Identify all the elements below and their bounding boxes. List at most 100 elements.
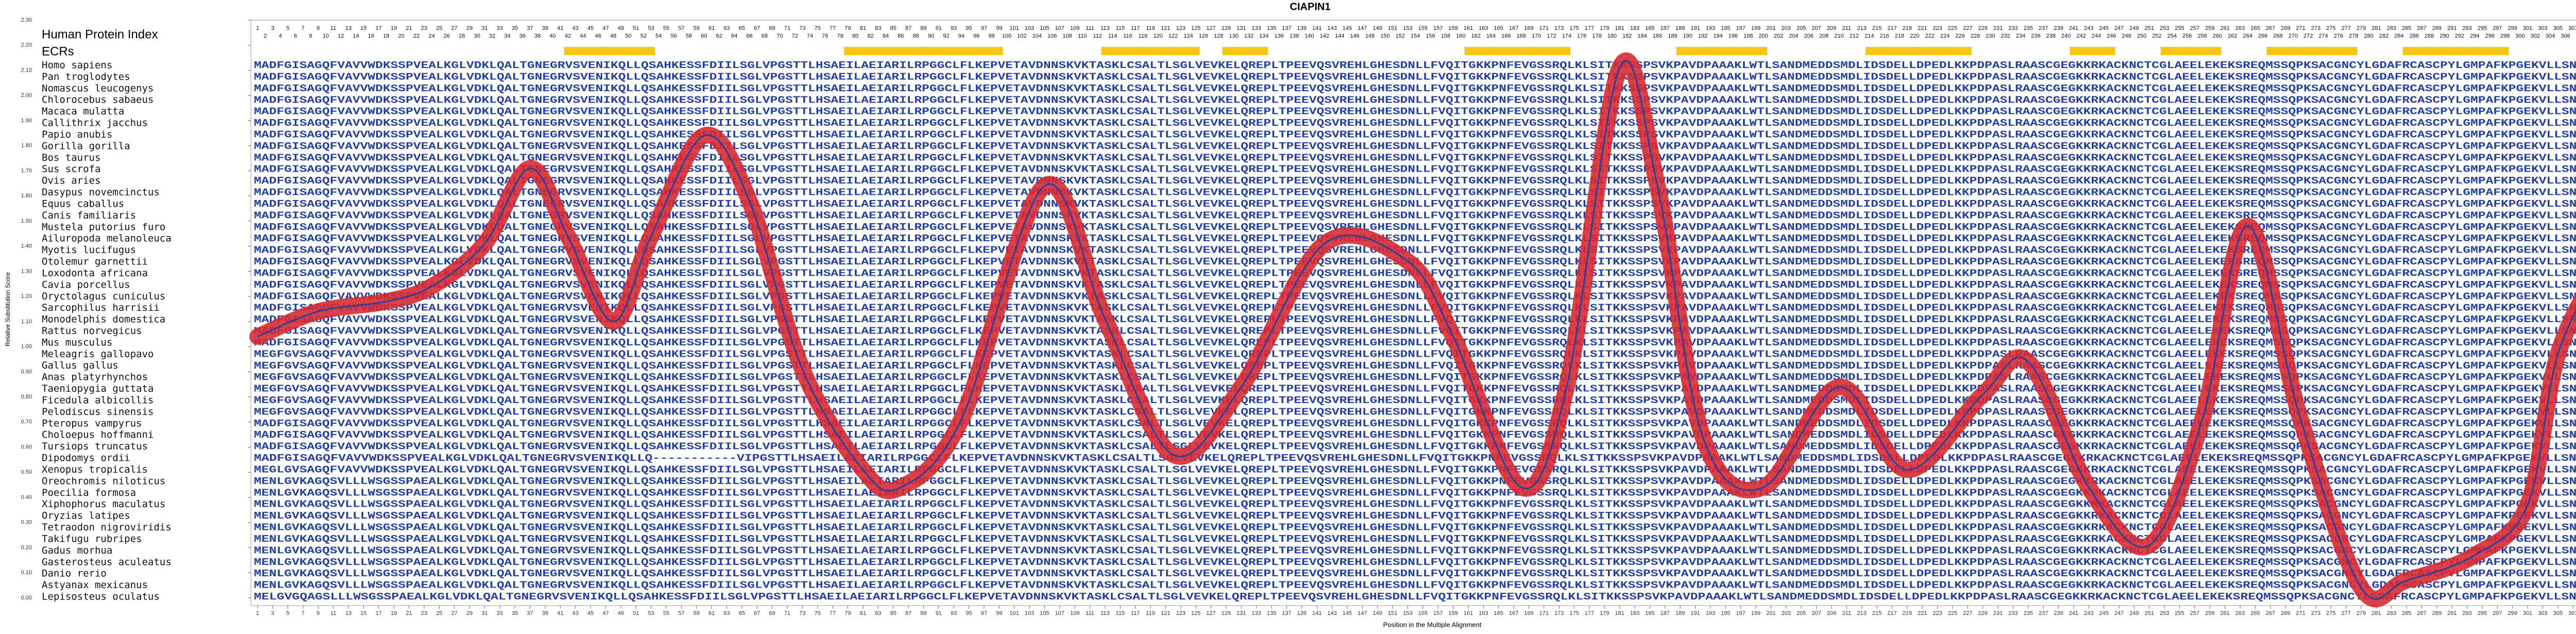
human-index-label: 271 — [2296, 25, 2305, 31]
x-tick-label: 261 — [2220, 610, 2229, 616]
species-name: Tursiops truncatus — [42, 441, 148, 452]
sequence: MEGFGVSAGQFVAVVWDKSSPVEALKGLVDKLQALTGNEG… — [254, 383, 2576, 395]
species-name: Myotis lucifugus — [42, 244, 136, 256]
x-tick-label: 143 — [1327, 610, 1336, 616]
x-tick-label: 175 — [1569, 610, 1579, 616]
sequence: MADFGISAGQFVAVVWDKSSPVEALKGLVDKLQALTGNEG… — [254, 222, 2576, 233]
x-tick-label: 239 — [2054, 610, 2063, 616]
human-index-label: 206 — [1804, 33, 1814, 39]
x-tick-label: 219 — [1903, 610, 1912, 616]
species-name: Bos taurus — [42, 152, 100, 163]
human-index-label: 117 — [1131, 25, 1140, 31]
human-index-label: 281 — [2371, 25, 2381, 31]
human-index-label: 41 — [557, 25, 563, 31]
sequence: MADFGISAGQFVAVVWDKSSPVEALKGLVDKLQALTGNEG… — [254, 187, 2576, 198]
human-index-label: 259 — [2205, 25, 2214, 31]
human-index-label: 194 — [1713, 33, 1722, 39]
human-index-label: 254 — [2167, 33, 2177, 39]
sequence: MENLGVKAGQSVLLLWSGSSPAEALKGLVDKLQALTGNEG… — [254, 568, 2576, 579]
human-index-label: 139 — [1297, 25, 1307, 31]
human-index-label: 207 — [1811, 25, 1821, 31]
human-index-label: 282 — [2379, 33, 2388, 39]
human-index-label: 255 — [2175, 25, 2184, 31]
x-tick-label: 195 — [1721, 610, 1730, 616]
human-index-label: 84 — [883, 33, 889, 39]
human-index-label: 147 — [1358, 25, 1367, 31]
sequence: MEGFGVSAGQFVAVVWDKSSPVEALKGLVDKLQALTGNEG… — [254, 348, 2576, 360]
human-index-label: 80 — [852, 33, 858, 39]
x-tick-label: 67 — [754, 610, 760, 616]
x-tick-label: 217 — [1887, 610, 1896, 616]
human-index-label: 1 — [256, 25, 259, 31]
sequence: MADFGISAGQFVAVVWDKSSPVEALKGLVDKLQALTGNEG… — [254, 337, 2576, 348]
human-index-label: 16 — [368, 33, 374, 39]
species-name: Gorilla gorilla — [42, 140, 130, 152]
human-index-label: 217 — [1887, 25, 1896, 31]
x-tick-label: 99 — [996, 610, 1002, 616]
y-tick-label: 0.10 — [21, 570, 32, 576]
sequence: MADFGISAGQFVAVVWDKSSPVEALKGLVDKLQALTGNEG… — [254, 60, 2576, 71]
human-index-label: 236 — [2031, 33, 2040, 39]
ecr-bar — [2070, 47, 2115, 55]
x-tick-label: 9 — [316, 610, 319, 616]
human-index-label: 132 — [1244, 33, 1253, 39]
human-index-label: 53 — [648, 25, 654, 31]
human-index-label: 104 — [1032, 33, 1042, 39]
chart-title: CIAPIN1 — [1290, 1, 1331, 12]
human-index-label: 2 — [264, 33, 267, 39]
sequence: MADFGISAGQFVAVVWDKSSPVEALKGLVDKLQALTGNEG… — [254, 233, 2576, 244]
x-tick-label: 273 — [2311, 610, 2320, 616]
x-tick-label: 233 — [2008, 610, 2018, 616]
human-index-label: 164 — [1486, 33, 1496, 39]
human-index-label: 138 — [1290, 33, 1299, 39]
human-index-label: 187 — [1660, 25, 1670, 31]
human-index-label: 22 — [413, 33, 419, 39]
y-tick-label: 2.30 — [21, 17, 32, 23]
x-tick-label: 305 — [2553, 610, 2563, 616]
human-index-label: 209 — [1827, 25, 1836, 31]
x-tick-label: 133 — [1252, 610, 1261, 616]
x-tick-label: 203 — [1782, 610, 1791, 616]
species-name: Dasypus novemcinctus — [42, 187, 160, 198]
human-index-label: 169 — [1524, 25, 1533, 31]
human-index-label: 266 — [2258, 33, 2267, 39]
ecr-bar — [564, 47, 655, 55]
x-tick-label: 245 — [2099, 610, 2108, 616]
human-index-label: 156 — [1426, 33, 1435, 39]
human-index-label: 99 — [996, 25, 1002, 31]
x-tick-label: 243 — [2084, 610, 2093, 616]
x-tick-label: 171 — [1539, 610, 1549, 616]
human-index-label: 130 — [1229, 33, 1238, 39]
y-tick-label: 0.30 — [21, 520, 32, 526]
human-index-label: 32 — [489, 33, 495, 39]
human-index-label: 226 — [1955, 33, 1964, 39]
human-index-label: 276 — [2334, 33, 2343, 39]
human-index-label: 95 — [965, 25, 972, 31]
x-tick-label: 49 — [618, 610, 624, 616]
human-index-label: 154 — [1411, 33, 1420, 39]
human-index-label: 170 — [1532, 33, 1541, 39]
x-tick-label: 125 — [1191, 610, 1200, 616]
sequence: MENLGVKAGQSVLLLWSGSSPAEALKGLVDKLQALTGNEG… — [254, 522, 2576, 533]
species-name: Pelodiscus sinensis — [42, 406, 154, 418]
y-tick-label: 0.60 — [21, 444, 32, 450]
human-index-label: 72 — [792, 33, 798, 39]
human-index-label: 114 — [1108, 33, 1117, 39]
human-index-label: 66 — [747, 33, 753, 39]
human-index-label: 76 — [822, 33, 828, 39]
species-name: Macaca mulatta — [42, 106, 124, 117]
y-tick-label: 0.20 — [21, 544, 32, 550]
human-index-label: 109 — [1070, 25, 1079, 31]
human-index-label: 291 — [2447, 25, 2456, 31]
human-index-label: 171 — [1539, 25, 1549, 31]
human-index-label: 245 — [2099, 25, 2108, 31]
human-index-label: 86 — [897, 33, 904, 39]
y-tick-label: 2.00 — [21, 92, 32, 98]
x-tick-label: 295 — [2478, 610, 2487, 616]
human-index-label: 90 — [928, 33, 934, 39]
human-index-label: 260 — [2213, 33, 2222, 39]
x-tick-label: 51 — [633, 610, 639, 616]
x-tick-label: 37 — [527, 610, 533, 616]
human-index-label: 238 — [2046, 33, 2056, 39]
